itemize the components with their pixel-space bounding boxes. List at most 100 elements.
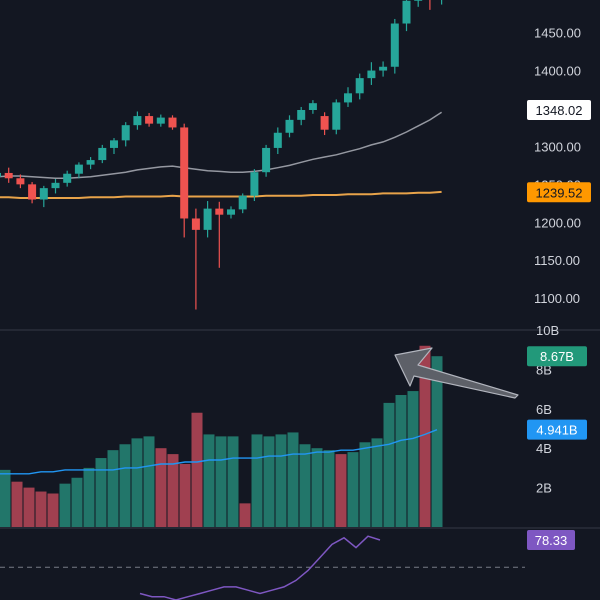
candle — [39, 185, 48, 208]
candle-body — [74, 164, 83, 174]
volume-pane[interactable] — [0, 345, 600, 529]
candle — [238, 193, 247, 214]
candle-body — [51, 182, 60, 189]
candle-body — [344, 93, 352, 103]
price-axis[interactable]: 1100.001150.001200.001250.001300.001350.… — [534, 26, 581, 496]
candle-body — [250, 172, 259, 196]
candle — [273, 127, 282, 154]
moving-average-line — [0, 190, 442, 199]
volume-label-text: 4.941B — [536, 423, 577, 438]
candle — [285, 115, 294, 138]
price-tick-label: 1300.00 — [534, 139, 581, 154]
price-tick-label: 1150.00 — [534, 253, 580, 268]
price-label-badge: 1239.52 — [527, 182, 591, 203]
candle-body — [215, 208, 224, 215]
candle — [332, 99, 341, 135]
volume-bar — [371, 438, 383, 527]
candle-body — [320, 116, 329, 130]
price-label-bg — [527, 182, 591, 203]
volume-tick-label: 4B — [536, 441, 552, 456]
volume-bar — [119, 444, 131, 527]
candle — [145, 113, 154, 127]
volume-label-text: 8.67B — [540, 349, 574, 364]
price-tick-label: 1450.00 — [534, 26, 581, 41]
candle — [297, 106, 306, 126]
candle — [441, 0, 443, 5]
candle — [367, 62, 376, 85]
candle-body — [191, 218, 200, 230]
candle — [215, 201, 224, 268]
candle — [110, 138, 118, 154]
price-pane[interactable] — [0, 0, 600, 331]
annotation-layer — [394, 347, 519, 399]
volume-bar — [179, 463, 191, 527]
candle — [402, 0, 411, 32]
volume-bar — [239, 503, 251, 527]
candle — [344, 87, 352, 107]
volume-bar — [347, 452, 359, 527]
candle-body — [156, 117, 165, 124]
volume-bar — [419, 345, 431, 527]
volume-bar — [299, 444, 311, 527]
candle — [63, 170, 72, 187]
axis-badges: 1348.02 1239.52 8.67B 4.941B 78.33 — [527, 99, 591, 551]
volume-tick-label: 6B — [536, 402, 552, 417]
candle-body — [297, 110, 306, 120]
volume-tick-label: 10B — [536, 323, 559, 338]
candle-body — [4, 172, 13, 179]
volume-bar — [227, 436, 239, 527]
price-tick-label: 1400.00 — [534, 64, 581, 79]
price-label-badge: 1348.02 — [527, 99, 591, 120]
candle-body — [86, 160, 95, 165]
candle-body — [16, 178, 25, 185]
price-label-text: 1239.52 — [536, 185, 583, 200]
candle — [121, 122, 130, 147]
candle — [180, 123, 189, 238]
candle — [156, 114, 165, 127]
oscillator-label-bg — [527, 530, 575, 551]
oscillator-label-badge: 78.33 — [527, 530, 575, 551]
volume-label-badge: 4.941B — [527, 419, 587, 440]
price-label-text: 1348.02 — [536, 103, 583, 118]
volume-tick-label: 2B — [536, 481, 552, 496]
price-tick-label: 1100.00 — [534, 291, 580, 306]
candle — [308, 100, 317, 114]
candle-body — [133, 116, 142, 126]
arrow-annotation — [394, 347, 519, 399]
candle — [86, 157, 95, 170]
candle — [203, 201, 212, 238]
volume-bar — [287, 432, 299, 527]
candle-body — [227, 209, 235, 215]
candle-body — [203, 208, 212, 230]
volume-bar — [191, 412, 203, 527]
volume-bar — [203, 434, 215, 527]
candle — [28, 182, 37, 204]
volume-label-bg — [527, 419, 587, 440]
candle-body — [238, 195, 247, 210]
volume-bar — [323, 450, 335, 527]
candle-body — [414, 0, 423, 1]
volume-bar — [275, 434, 287, 527]
candle-body — [379, 66, 388, 71]
candle-body — [367, 70, 376, 79]
candle — [320, 112, 329, 136]
candle — [429, 0, 431, 10]
candle — [355, 73, 364, 100]
volume-bar — [71, 477, 83, 527]
candle — [98, 144, 107, 164]
candle — [133, 111, 142, 130]
volume-bar — [0, 469, 11, 527]
volume-bar — [383, 402, 395, 527]
volume-bar — [59, 483, 71, 527]
candle-body — [355, 78, 364, 94]
candle-body — [145, 116, 154, 124]
volume-bar — [395, 395, 407, 527]
oscillator-line — [139, 535, 381, 600]
candle-body — [168, 117, 177, 128]
oscillator-pane[interactable] — [0, 535, 525, 600]
candle-body — [262, 147, 271, 173]
candle — [4, 167, 13, 183]
oscillator-label-text: 78.33 — [535, 533, 568, 548]
volume-bar — [215, 436, 227, 527]
